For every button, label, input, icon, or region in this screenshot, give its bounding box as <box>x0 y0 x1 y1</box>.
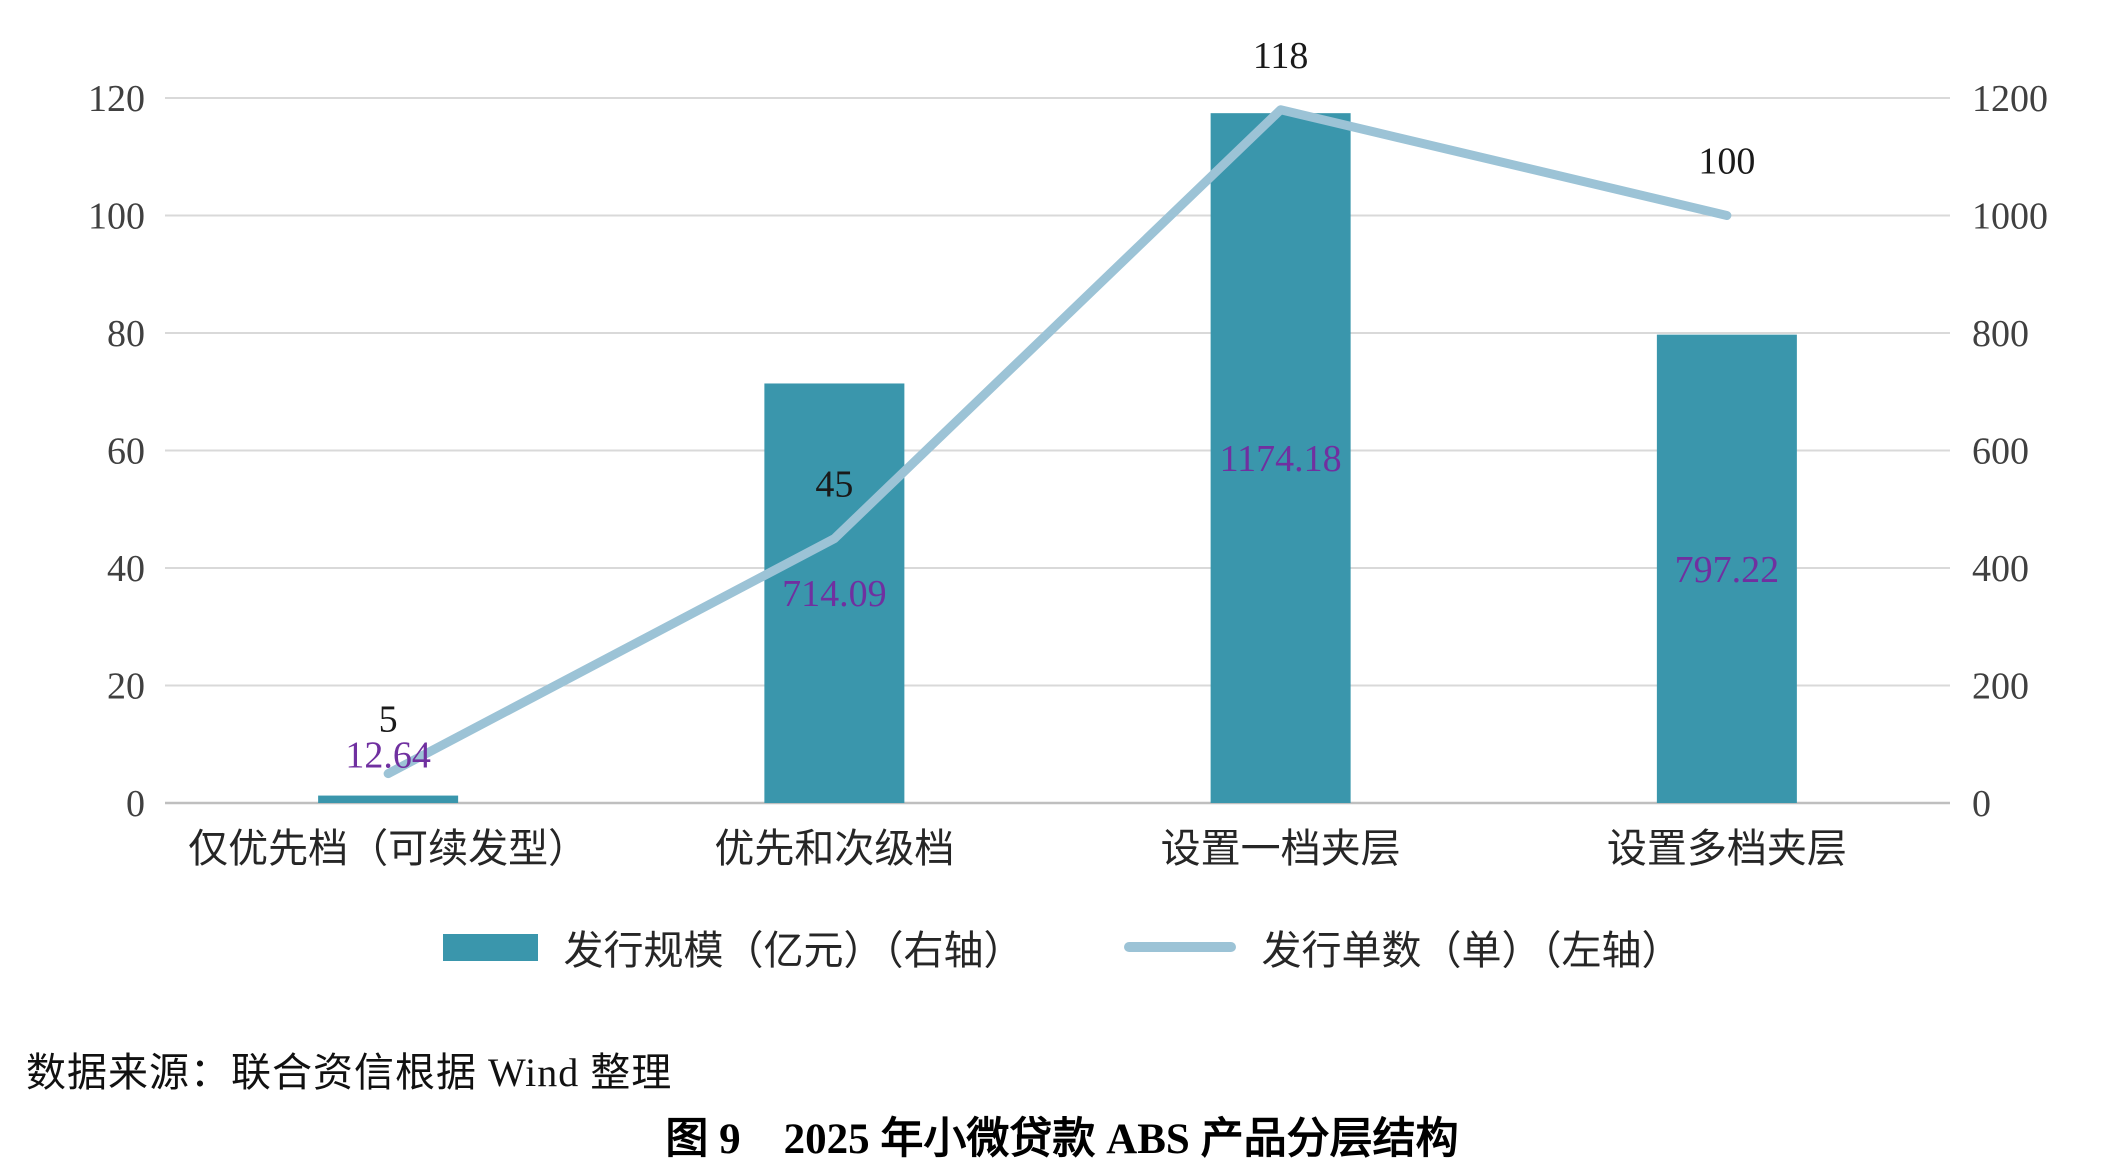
line-data-label-2: 118 <box>1253 35 1309 77</box>
bar-2 <box>1210 113 1351 803</box>
line-data-label-3: 100 <box>1698 141 1755 183</box>
left-axis-tick-label: 0 <box>126 783 145 825</box>
legend-label-line-series: 发行单数（单）（左轴） <box>1261 928 1682 973</box>
right-axis-tick-label: 200 <box>1972 666 2029 708</box>
left-axis-tick-label: 40 <box>107 548 145 590</box>
line-data-label-0: 5 <box>379 699 398 741</box>
left-axis-tick-label: 120 <box>88 78 145 120</box>
category-label-2: 设置一档夹层 <box>1161 826 1401 871</box>
right-axis-tick-label: 600 <box>1972 431 2029 473</box>
right-axis-tick-label: 0 <box>1972 783 1991 825</box>
bar-data-label-1: 714.09 <box>782 573 887 615</box>
right-axis-tick-label: 1200 <box>1972 78 2048 120</box>
line-data-label-1: 45 <box>815 464 853 506</box>
bar-3 <box>1656 334 1797 803</box>
legend-item-bar-series: 发行规模（亿元）（右轴） <box>442 918 1024 976</box>
bar-0 <box>318 795 459 803</box>
right-axis-tick-label: 800 <box>1972 313 2029 355</box>
category-label-1: 优先和次级档 <box>714 826 954 871</box>
left-axis-tick-label: 100 <box>88 196 145 238</box>
bar-data-label-3: 797.22 <box>1675 549 1780 591</box>
left-axis-tick-label: 20 <box>107 666 145 708</box>
data-source-note: 数据来源：联合资信根据 Wind 整理 <box>26 1050 673 1095</box>
left-axis-tick-label: 60 <box>107 431 145 473</box>
bar-1 <box>764 383 905 803</box>
line-series-swatch <box>1123 942 1236 952</box>
right-axis-tick-label: 1000 <box>1972 196 2048 238</box>
right-axis-tick-label: 400 <box>1972 548 2029 590</box>
bar-data-label-0: 12.64 <box>345 735 431 777</box>
legend-label-bar-series: 发行规模（亿元）（右轴） <box>563 928 1024 973</box>
figure-caption: 图 9 2025 年小微贷款 ABS 产品分层结构 <box>665 1116 1459 1163</box>
category-label-0: 仅优先档（可续发型） <box>188 826 588 871</box>
bar-series-swatch <box>442 933 538 961</box>
legend-item-line-series: 发行单数（单）（左轴） <box>1123 918 1682 976</box>
chart-legend: 发行规模（亿元）（右轴） 发行单数（单）（左轴） <box>0 918 2124 976</box>
bar-data-label-2: 1174.18 <box>1220 438 1342 480</box>
left-axis-tick-label: 80 <box>107 313 145 355</box>
category-label-3: 设置多档夹层 <box>1607 826 1847 871</box>
line-series-path <box>383 105 1732 779</box>
combo-chart: 02040608010012002004006008001000120012.6… <box>88 35 2048 871</box>
